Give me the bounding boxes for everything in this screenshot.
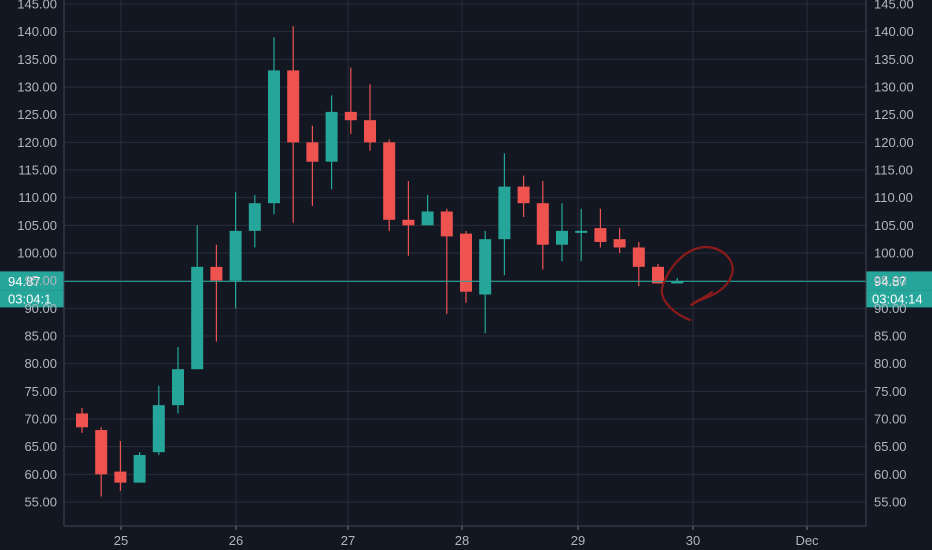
candle-up — [325, 111, 338, 162]
y-tick-label-left: 90.00 — [24, 301, 57, 316]
y-tick-label-right: 135.00 — [874, 52, 914, 67]
y-tick-label-left: 135.00 — [17, 52, 57, 67]
price-tag-right-text: 94.87 — [874, 274, 907, 289]
candle-up — [229, 230, 242, 281]
y-tick-label-left: 85.00 — [24, 329, 57, 344]
price-tag-right — [866, 271, 932, 291]
y-tick-label-left: 65.00 — [24, 439, 57, 454]
candle-up — [248, 203, 261, 231]
x-tick-label: 26 — [229, 533, 243, 548]
y-tick-label-left: 80.00 — [24, 356, 57, 371]
candle-down — [344, 111, 357, 121]
y-tick-label-right: 90.00 — [874, 301, 907, 316]
candle-down — [114, 471, 127, 483]
candle-up — [479, 239, 492, 295]
candle-down — [306, 142, 319, 162]
countdown-tag-right-text: 03:04:14 — [872, 291, 923, 306]
x-tick-label: 30 — [686, 533, 700, 548]
candle-up — [421, 211, 434, 226]
y-tick-label-left: 145.00 — [17, 0, 57, 12]
countdown-tag-left — [0, 290, 64, 308]
y-tick-label-left: 110.00 — [18, 190, 57, 205]
candle-up — [498, 186, 511, 240]
candle-up — [671, 281, 684, 284]
y-tick-label-right: 130.00 — [874, 80, 914, 95]
y-tick-label-right: 65.00 — [874, 439, 907, 454]
candle-down — [536, 203, 549, 245]
y-tick-label-right: 100.00 — [874, 246, 914, 261]
y-tick-label-left: 70.00 — [24, 412, 57, 427]
candle-up — [575, 230, 588, 233]
y-tick-label-left: 120.00 — [17, 135, 57, 150]
y-tick-label-left: 140.00 — [17, 24, 57, 39]
candle-up — [556, 230, 568, 245]
candle-down — [95, 430, 108, 475]
candle-down — [460, 233, 472, 292]
y-tick-label-left: 60.00 — [24, 467, 57, 482]
x-tick-label: 28 — [455, 533, 469, 548]
y-tick-label-left: 125.00 — [17, 107, 57, 122]
y-tick-label-left: 75.00 — [24, 384, 57, 399]
candle-down — [440, 211, 453, 237]
x-tick-label: 29 — [571, 533, 585, 548]
x-tick-label: Dec — [795, 533, 819, 548]
candle-down — [210, 266, 223, 281]
countdown-tag-right — [866, 290, 932, 308]
y-tick-label-left: 55.00 — [24, 495, 57, 510]
axes: 55.00 55.00 60.00 60.00 65.00 65.00 70.00 70.00… — [17, 0, 914, 548]
price-tag-left-text: 94.87 — [8, 274, 41, 289]
x-tick-label: 27 — [341, 533, 355, 548]
y-tick-label-left: 130.00 — [17, 80, 57, 95]
candle-down — [287, 70, 300, 143]
candles — [76, 26, 684, 497]
countdown-tag-left-text: 03:04:1 — [8, 291, 51, 306]
candle-down — [613, 239, 626, 248]
y-tick-label-right: 125.00 — [874, 107, 914, 122]
y-tick-label-right: 85.00 — [874, 329, 907, 344]
candle-down — [76, 413, 88, 428]
overlay: 94.87 03:04:1 94.87 03:04:14 — [0, 245, 932, 322]
y-tick-label-right: 115.00 — [874, 163, 913, 178]
price-tag-left — [0, 271, 64, 291]
candle-up — [152, 405, 165, 453]
candle-up — [133, 454, 146, 483]
y-tick-label-left: 95.00 — [24, 273, 57, 288]
y-tick-label-left: 115.00 — [18, 163, 57, 178]
candle-up — [172, 369, 184, 406]
y-tick-label-right: 120.00 — [874, 135, 914, 150]
y-tick-label-left: 105.00 — [17, 218, 57, 233]
y-tick-label-right: 70.00 — [874, 412, 907, 427]
y-tick-label-right: 110.00 — [874, 190, 913, 205]
y-tick-label-right: 75.00 — [874, 384, 907, 399]
candle-down — [517, 186, 530, 204]
y-tick-label-right: 60.00 — [874, 467, 907, 482]
candle-down — [652, 266, 664, 284]
candle-up — [191, 266, 204, 370]
y-tick-label-right: 95.00 — [874, 273, 907, 288]
candle-up — [268, 70, 280, 204]
y-tick-label-right: 80.00 — [874, 356, 907, 371]
y-tick-label-right: 145.00 — [874, 0, 914, 12]
annotation-circle — [660, 245, 734, 322]
y-tick-label-right: 105.00 — [874, 218, 914, 233]
x-tick-label: 25 — [114, 533, 128, 548]
candle-down — [594, 228, 607, 242]
y-tick-label-right: 55.00 — [874, 495, 907, 510]
candle-down — [364, 120, 376, 143]
candle-down — [632, 247, 645, 267]
candle-down — [402, 219, 415, 226]
candle-down — [383, 142, 396, 220]
y-tick-label-left: 100.00 — [17, 246, 57, 261]
y-tick-label-right: 140.00 — [874, 24, 914, 39]
